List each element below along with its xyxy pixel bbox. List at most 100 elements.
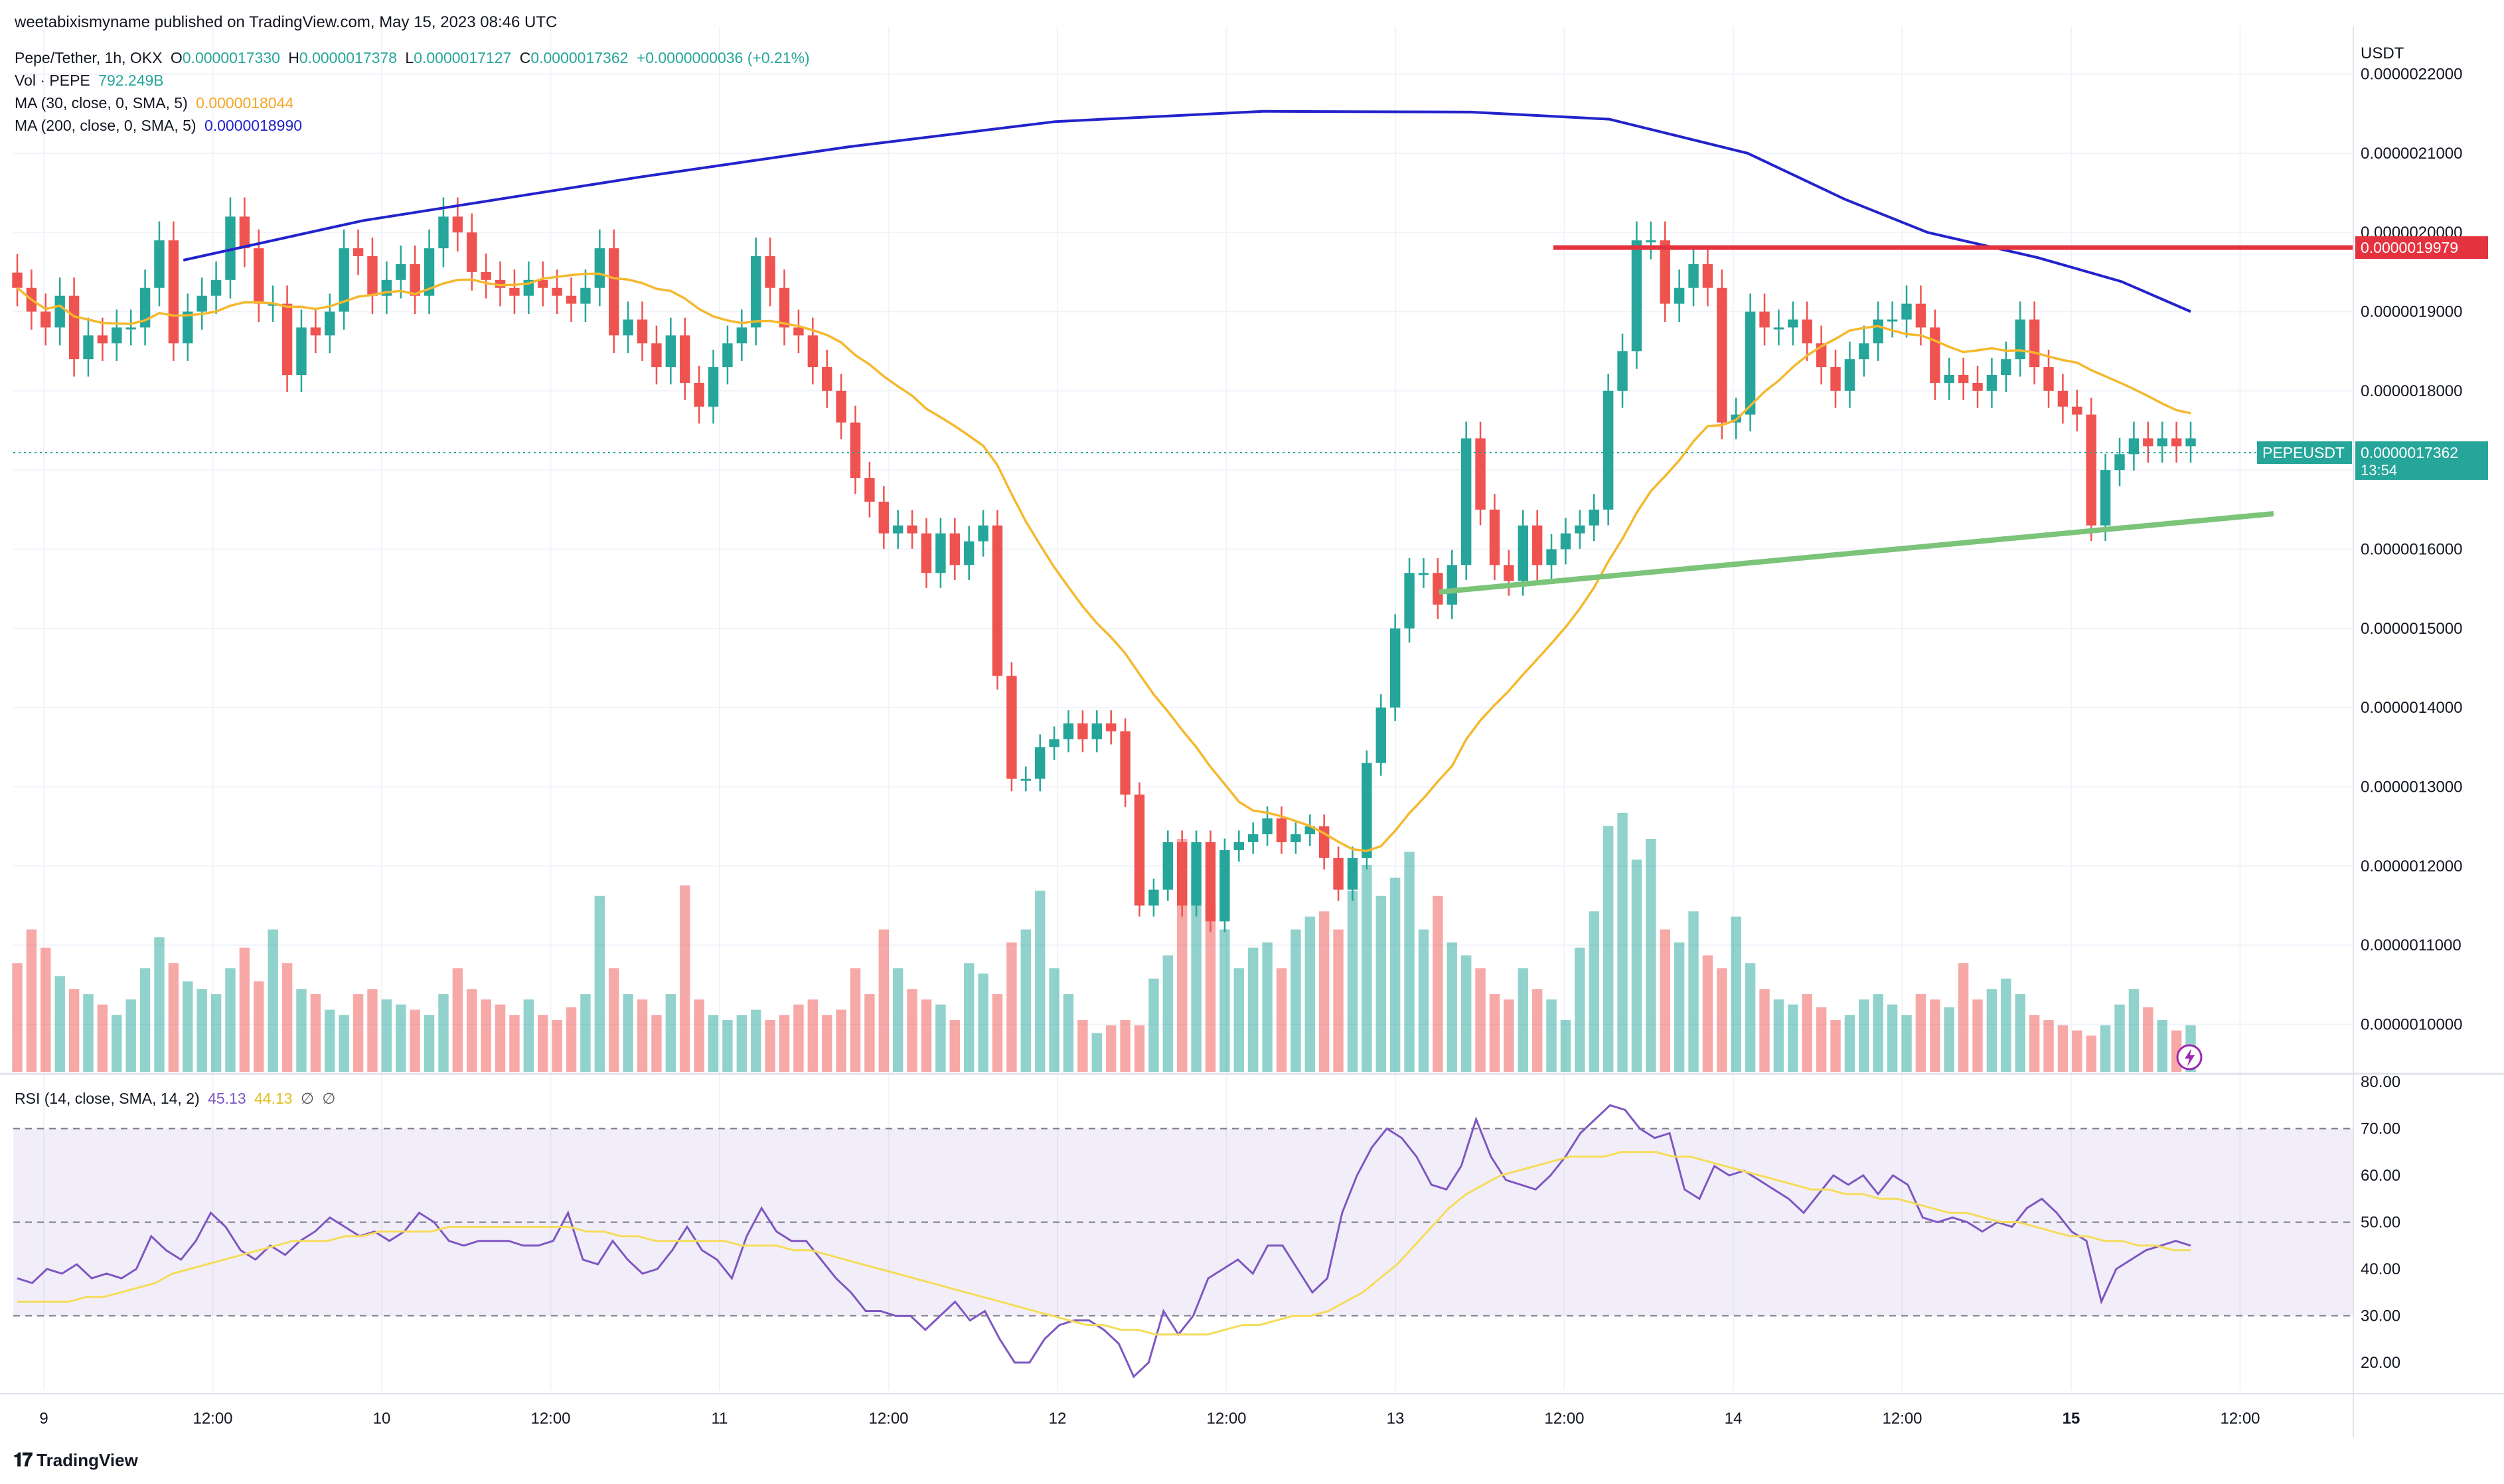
candle-body — [225, 216, 236, 280]
rsi-na-1: ∅ — [300, 1090, 315, 1107]
time-tick-label: 12:00 — [193, 1410, 232, 1428]
candle-body — [921, 533, 932, 573]
candle-body — [325, 311, 335, 336]
support-trendline[interactable] — [1439, 511, 2274, 595]
candle-body — [1304, 826, 1315, 835]
volume-bar — [1035, 891, 1046, 1072]
volume-bar — [1475, 968, 1486, 1072]
volume-bar — [1717, 968, 1727, 1072]
time-tick-label: 12:00 — [2220, 1410, 2260, 1428]
candle-body — [1859, 343, 1869, 360]
volume-bar — [1972, 999, 1983, 1072]
low-value: 0.0000017127 — [414, 49, 512, 66]
candle-body — [1134, 794, 1145, 906]
volume-bar — [893, 968, 903, 1072]
volume-bar — [807, 999, 819, 1072]
volume-bar — [1944, 1007, 1954, 1072]
volume-bar — [381, 999, 392, 1072]
rsi-tick-label: 40.00 — [2361, 1260, 2400, 1278]
volume-bar — [352, 994, 364, 1072]
candle-body — [339, 248, 349, 312]
currency-label: USDT — [2361, 44, 2404, 62]
rsi-ma-line — [17, 1151, 2191, 1336]
low-label: L — [405, 49, 414, 66]
candle-body — [1247, 834, 1259, 842]
candle-body — [1404, 573, 1415, 629]
rsi-axis[interactable]: 80.00 70.00 60.00 50.00 40.00 30.00 20.00 — [2361, 1073, 2400, 1372]
candle-body — [665, 335, 676, 368]
candle-body — [467, 232, 477, 272]
candle-body — [552, 287, 562, 296]
volume-bar — [325, 1009, 335, 1072]
rsi-tick-label: 20.00 — [2361, 1354, 2400, 1372]
volume-bar — [1375, 895, 1386, 1072]
volume-bar — [1063, 994, 1074, 1072]
volume-bar — [68, 989, 80, 1072]
volume-bar — [481, 999, 491, 1072]
change-value: +0.0000000036 (+0.21%) — [636, 49, 810, 66]
candle-body — [367, 256, 378, 296]
brand-name: TradingView — [37, 1450, 138, 1470]
candle-body — [1915, 303, 1926, 328]
candle-body — [254, 248, 264, 304]
volume-bar — [1844, 1015, 1855, 1072]
svg-text:0.0000017362: 0.0000017362 — [2361, 444, 2458, 461]
volume-bar — [978, 973, 988, 1072]
candle-body — [1233, 842, 1244, 850]
volume-bar — [2001, 978, 2011, 1072]
price-tick-label: 0.0000015000 — [2361, 620, 2463, 638]
candle-body — [949, 533, 961, 565]
candle-body — [694, 382, 704, 407]
candle-body — [509, 287, 520, 296]
candle-body — [481, 271, 491, 280]
time-tick-label: 14 — [1725, 1410, 1743, 1428]
ma30-line — [16, 272, 2191, 852]
candle-body — [1546, 549, 1557, 565]
ma200-value: 0.0000018990 — [204, 117, 303, 134]
candle-body — [822, 367, 832, 391]
time-axis[interactable]: 9 12:00 10 12:00 11 12:00 12 12:00 13 12:00 14 12:0… — [39, 1410, 2260, 1428]
volume-bar — [1291, 929, 1301, 1072]
candle-body — [1191, 842, 1202, 906]
candle-body — [1603, 390, 1614, 510]
candle-body — [154, 240, 165, 288]
candle-body — [1901, 303, 1912, 320]
volume-bar — [112, 1015, 122, 1072]
rsi-legend: RSI (14, close, SMA, 14, 2) 45.13 44.13 … — [15, 1090, 339, 1108]
candle-body — [566, 295, 577, 304]
time-tick-label: 12:00 — [1882, 1410, 1922, 1428]
volume-bar — [1660, 929, 1670, 1072]
volume-bar — [1318, 911, 1330, 1072]
volume-bar — [225, 968, 236, 1072]
volume-bar — [1589, 911, 1599, 1072]
candle-body — [836, 390, 846, 423]
volume-bar — [580, 994, 591, 1072]
tradingview-brand[interactable]: 𝟏𝟕 TradingView — [13, 1449, 138, 1471]
ma200-line — [183, 110, 2191, 313]
candle-body — [54, 295, 65, 328]
candle-body — [751, 256, 761, 328]
candle-body — [2043, 367, 2054, 391]
price-tick-label: 0.0000011000 — [2361, 936, 2462, 954]
candle-body — [1844, 359, 1855, 391]
candle-body — [1944, 375, 1954, 383]
volume-bar — [1262, 942, 1273, 1072]
price-axis[interactable]: 0.00000220000.00000210000.00000200000.00… — [2361, 66, 2463, 1034]
candle-body — [239, 216, 250, 249]
price-tick-label: 0.0000014000 — [2361, 699, 2463, 717]
candle-body — [112, 327, 122, 344]
volume-bar — [964, 963, 975, 1072]
volume-bar — [1830, 1020, 1841, 1072]
candle-body — [1531, 525, 1543, 565]
volume-bar — [1788, 1004, 1798, 1072]
candle-body — [978, 525, 988, 542]
volume-bar — [1389, 877, 1401, 1072]
candle-body — [139, 287, 151, 328]
volume-value: 792.249B — [98, 72, 164, 89]
volume-bar — [1958, 963, 1969, 1072]
candle-body — [992, 525, 1003, 676]
alert-icon[interactable] — [2176, 1044, 2203, 1071]
volume-label: Vol · PEPE — [15, 72, 90, 89]
volume-bar — [239, 947, 250, 1072]
volume-bar — [26, 929, 37, 1072]
